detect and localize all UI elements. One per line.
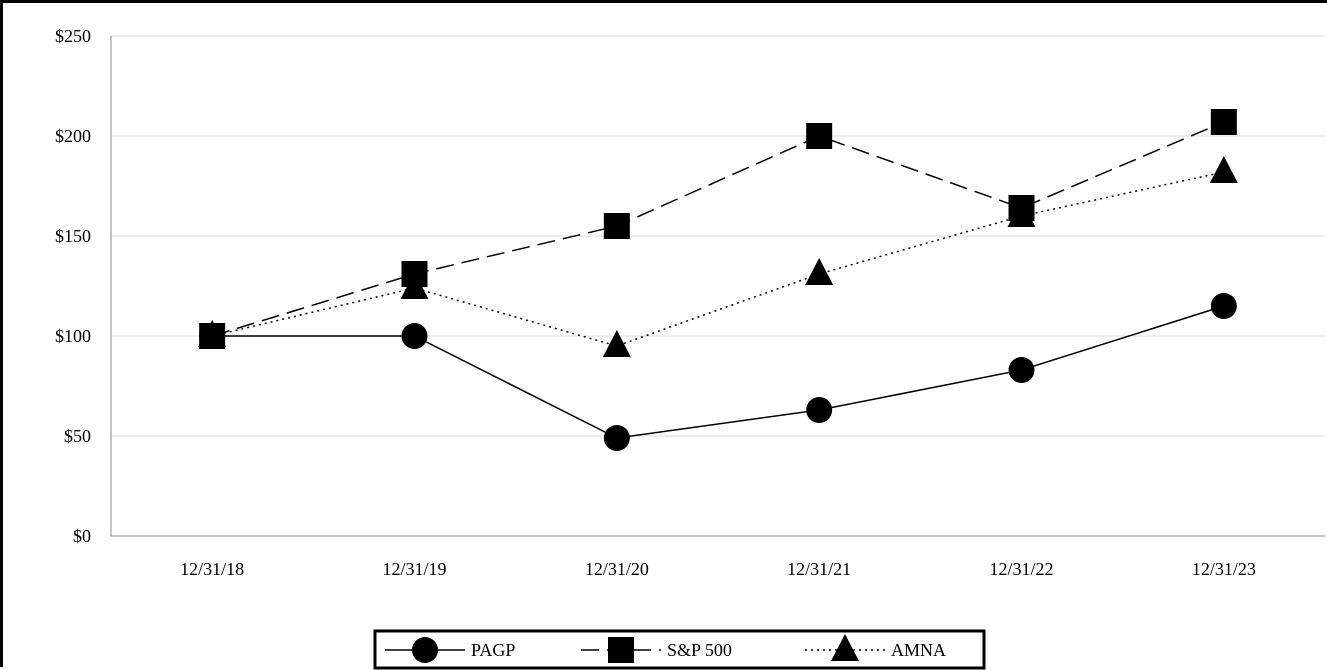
data-point-amna (805, 258, 834, 285)
y-axis-ticks: $0 $50 $100 $150 $200 $250 (55, 26, 91, 546)
data-point-pagp (1008, 357, 1035, 383)
x-tick-label: 12/31/21 (787, 559, 851, 579)
legend-label-pagp: PAGP (471, 640, 515, 660)
series-lines (211, 121, 1225, 439)
data-point-pagp (401, 323, 428, 349)
data-point-pagp (806, 397, 833, 423)
legend-marker-amna (831, 634, 859, 661)
y-tick-label: $100 (55, 326, 91, 346)
x-tick-label: 12/31/19 (382, 559, 446, 579)
series-markers (198, 109, 1238, 451)
legend-marker-pagp (412, 637, 438, 663)
x-tick-label: 12/31/23 (1192, 559, 1256, 579)
y-tick-label: $0 (73, 526, 91, 546)
x-tick-label: 12/31/20 (585, 559, 649, 579)
y-tick-label: $250 (55, 26, 91, 46)
series-line-amna (211, 171, 1224, 347)
x-tick-label: 12/31/18 (180, 559, 244, 579)
legend-marker-s-p-500 (608, 637, 634, 663)
data-point-amna (400, 272, 429, 299)
data-point-s-p-500 (806, 123, 833, 149)
y-tick-label: $150 (55, 226, 91, 246)
data-point-amna (198, 320, 227, 347)
legend-box (373, 629, 986, 670)
legend-label-s-p-500: S&P 500 (667, 640, 732, 660)
data-point-s-p-500 (1210, 109, 1237, 135)
legend-label-amna: AMNA (891, 640, 946, 660)
data-point-s-p-500 (603, 213, 630, 239)
legend: PAGP S&P 500 AMNA (373, 629, 986, 670)
line-chart: $0$50$100$150$200$250 12/31/18 12/31/19 12… (55, 26, 1325, 670)
data-point-amna (1209, 156, 1238, 183)
y-tick-label: $50 (64, 426, 91, 446)
y-tick-label: $200 (55, 126, 91, 146)
gridlines (110, 35, 1325, 537)
series-line-pagp (212, 305, 1225, 439)
x-tick-label: 12/31/22 (989, 559, 1053, 579)
x-axis-ticks: 12/31/18 12/31/19 12/31/20 12/31/21 12/31/22… (180, 559, 1256, 579)
series-line-s-p-500 (211, 121, 1225, 337)
data-point-amna (602, 330, 631, 357)
data-point-pagp (603, 425, 630, 451)
data-point-amna (1007, 200, 1036, 227)
data-point-pagp (1210, 293, 1237, 319)
